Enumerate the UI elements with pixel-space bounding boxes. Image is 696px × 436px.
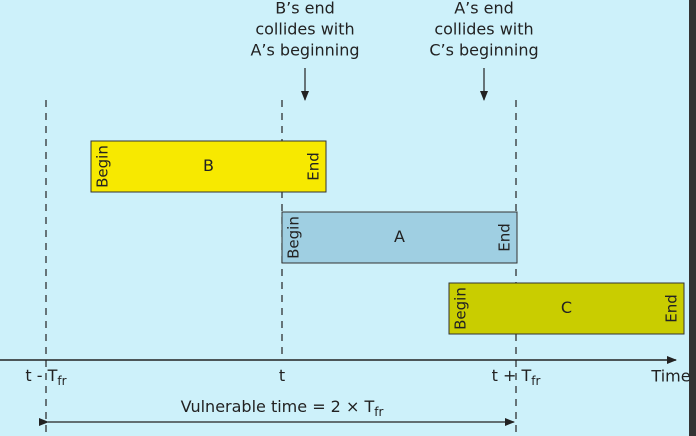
frame [90,140,327,193]
tick-label-sub: fr [531,374,540,388]
annotation-line: C’s beginning [429,41,538,60]
tick-label-sub: fr [57,374,66,388]
annotation-line: A’s beginning [250,41,359,60]
vulnerable-label: Vulnerable time = 2 × Tfr [181,397,384,419]
frame-begin: Begin [94,145,112,188]
frame [448,282,685,335]
frame [281,211,518,264]
edge-strip [689,0,696,436]
frame-label: B [203,156,214,175]
frame-label: C [561,298,572,317]
frame-end: End [663,294,681,323]
annotation-line: collides with [434,20,533,39]
frame-begin: Begin [285,216,303,259]
frame-end: End [496,223,514,252]
tick-label: t - Tfr [25,366,66,388]
vulnerable-label-sub: fr [374,405,383,419]
frame-end: End [305,152,323,181]
tick-label-main: t [279,366,285,385]
annotation-line: B’s end [275,0,335,18]
axis-label: Time [650,367,690,386]
annotation-line: collides with [255,20,354,39]
tick-label: t [279,366,285,385]
frame-begin: Begin [452,287,470,330]
tick-label: t + Tfr [492,366,541,388]
vulnerable-label-main: Vulnerable time = 2 × T [181,397,375,416]
annotation-line: A’s end [454,0,514,18]
tick-label-main: t - T [25,366,57,385]
frame-label: A [394,227,405,246]
tick-label-main: t + T [492,366,532,385]
